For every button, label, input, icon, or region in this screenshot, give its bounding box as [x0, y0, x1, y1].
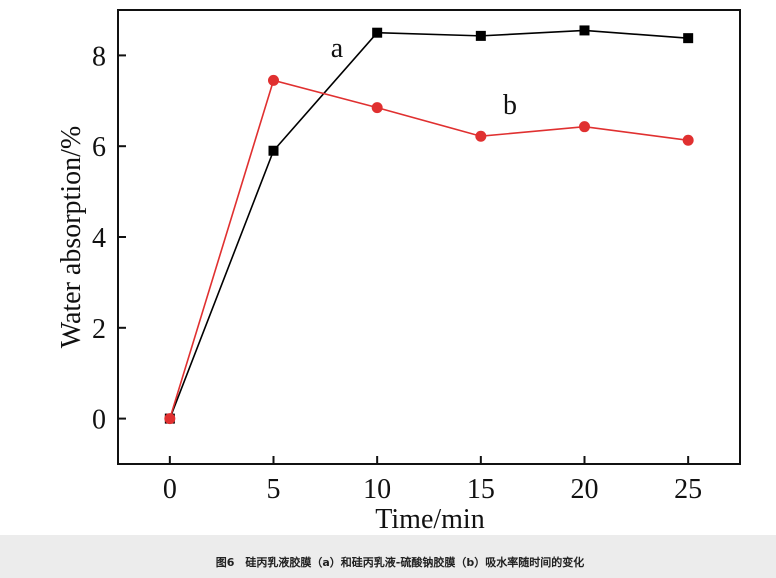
series-line	[169, 79, 689, 419]
point	[579, 25, 590, 36]
point	[682, 134, 694, 146]
point	[372, 27, 383, 38]
point	[579, 121, 590, 133]
point	[164, 413, 176, 425]
caption-band	[0, 535, 776, 578]
plot-frame	[117, 9, 741, 465]
x-tick-label: 5	[267, 474, 281, 505]
x-tick-label: 20	[571, 474, 599, 505]
x-tick-label: 0	[163, 474, 177, 505]
series-line	[169, 29, 689, 419]
caption: 图6 硅丙乳液胶膜（a）和硅丙乳液-硫酸钠胶膜（b）吸水率随时间的变化	[216, 555, 585, 569]
y-tick-label: 6	[92, 132, 106, 163]
x-axis-label: Time/min	[375, 504, 484, 535]
y-axis-label: Water absorption/%	[56, 126, 87, 348]
series-label: b	[503, 90, 517, 121]
point	[268, 74, 279, 86]
point	[475, 130, 487, 142]
point	[683, 33, 694, 44]
point	[268, 145, 279, 156]
x-tick-label: 25	[674, 474, 702, 505]
x-tick-label: 15	[467, 474, 495, 505]
series-label: a	[331, 33, 344, 64]
y-tick-label: 2	[92, 314, 106, 345]
y-tick-label: 8	[92, 41, 106, 72]
point	[475, 30, 486, 41]
y-tick-label: 4	[92, 223, 106, 254]
point	[371, 102, 383, 114]
x-tick-label: 10	[363, 474, 391, 505]
y-tick-label: 0	[92, 405, 106, 436]
